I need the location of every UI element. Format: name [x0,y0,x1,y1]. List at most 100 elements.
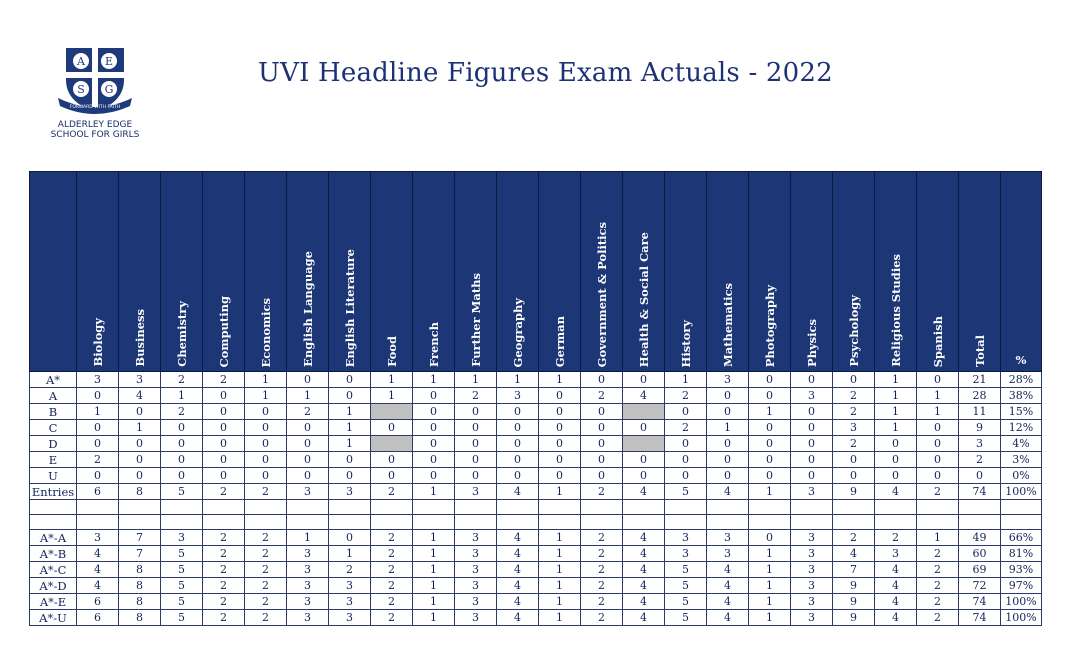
col-header-photography: Photography [748,171,791,372]
col-header-food: Food [370,171,413,372]
table-cell: 1 [748,483,791,500]
empty-cell [29,514,77,530]
table-cell: 0 [664,467,707,484]
school-crest-icon: A E S G FORWARD WITH FAITH [58,48,132,114]
table-cell: 2 [916,483,959,500]
table-cell: 4 [496,529,539,546]
table-cell: 1 [370,371,413,388]
table-cell: 4 [706,561,749,578]
svg-text:A: A [76,55,86,68]
table-cell: 5 [664,483,707,500]
empty-cell [790,514,833,530]
empty-cell [286,514,329,530]
table-row: A*-D 4 8 5 2 2 3 3 2 1 3 4 1 2 4 5 4 1 3 9 4 2 72 97% [29,577,1042,594]
table-row: A*-E 6 8 5 2 2 3 3 2 1 3 4 1 2 4 5 4 1 3 9 4 2 74 100% [29,593,1042,610]
table-cell: 0 [874,451,917,468]
table-cell: 2 [202,593,245,610]
table-cell: 5 [160,577,203,594]
table-cell: 9 [958,419,1001,436]
table-cell: 0 [244,419,287,436]
table-cell: 0 [454,451,497,468]
table-cell: 74 [958,609,1001,626]
table-cell: 9 [832,609,875,626]
table-cell: 0 [538,403,581,420]
table-cell: 3 [706,371,749,388]
table-cell: 0 [790,419,833,436]
col-header-geography: Geography [496,171,539,372]
col-header-label: Further Maths [468,273,483,367]
table-cell: 1 [748,545,791,562]
table-cell: 0 [622,419,665,436]
table-cell: 0 [160,467,203,484]
table-cell: 9 [832,577,875,594]
table-cell: 0 [748,451,791,468]
empty-cell [160,499,203,515]
table-cell: 3 [454,561,497,578]
table-cell: 0 [538,435,581,452]
table-cell: 3 [790,483,833,500]
table-cell: 2 [244,483,287,500]
svg-text:FORWARD WITH FAITH: FORWARD WITH FAITH [70,104,120,110]
table-cell: 1 [916,387,959,404]
table-cell: 3 [76,371,119,388]
table-cell: 3 [328,483,371,500]
table-row: E 2 0 0 0 0 0 0 0 0 0 0 0 0 0 0 0 0 0 0 0 0 2 3% [29,451,1042,468]
table-row: Entries 6 8 5 2 2 3 3 2 1 3 4 1 2 4 5 4 1 3 9 4 2 74 100% [29,483,1042,500]
table-cell: 4 [76,577,119,594]
table-cell: 0 [160,419,203,436]
table-cell: 4 [622,577,665,594]
table-cell: 7 [118,545,161,562]
col-header-label: Government & Politics [594,221,609,367]
table-cell: 3 [160,529,203,546]
table-cell: 60 [958,545,1001,562]
table-cell: 0 [496,403,539,420]
empty-cell [370,499,413,515]
table-cell: 0% [1000,467,1042,484]
table-cell: 2 [328,561,371,578]
table-cell: 3 [454,529,497,546]
empty-cell [538,514,581,530]
col-header-label: Psychology [846,295,861,367]
col-header-label: Spanish [930,315,945,367]
table-cell: 2 [286,403,329,420]
table-cell: 1 [244,371,287,388]
empty-cell [748,514,791,530]
table-cell: 2 [202,483,245,500]
col-header-label: French [426,321,441,367]
empty-cell [580,514,623,530]
table-cell: 5 [160,593,203,610]
table-cell: 2 [916,561,959,578]
table-cell: 0 [286,435,329,452]
table-cell: 2 [580,529,623,546]
table-header-row: Biology Business Chemistry Computing Economi… [29,171,1042,372]
table-cell: 1 [328,403,371,420]
table-cell: 0 [664,403,707,420]
table-cell: 3 [454,545,497,562]
table-cell: 4% [1000,435,1042,452]
table-cell: 2 [370,483,413,500]
table-row: U 0 0 0 0 0 0 0 0 0 0 0 0 0 0 0 0 0 0 0 0 0 0 0% [29,467,1042,484]
table-cell: 4 [622,483,665,500]
table-cell: 2 [580,483,623,500]
table-cell: 0 [706,451,749,468]
col-header-english-language: English Language [286,171,329,372]
table-cell: 2 [580,593,623,610]
empty-cell [76,499,119,515]
table-cell: 2 [244,545,287,562]
table-cell: 0 [202,435,245,452]
table-cell: 93% [1000,561,1042,578]
table-cell: 0 [412,387,455,404]
table-cell: 0 [370,451,413,468]
table-cell: 2 [580,561,623,578]
table-cell: 0 [118,451,161,468]
col-header-label: Physics [804,318,819,367]
table-cell: 66% [1000,529,1042,546]
table-cell: 3 [454,483,497,500]
spacer-row [29,514,1042,530]
table-cell: 4 [622,609,665,626]
table-cell: 3 [832,419,875,436]
table-cell: 0 [286,419,329,436]
table-cell: 8 [118,483,161,500]
table-cell: 1 [412,529,455,546]
table-cell: 3 [496,387,539,404]
